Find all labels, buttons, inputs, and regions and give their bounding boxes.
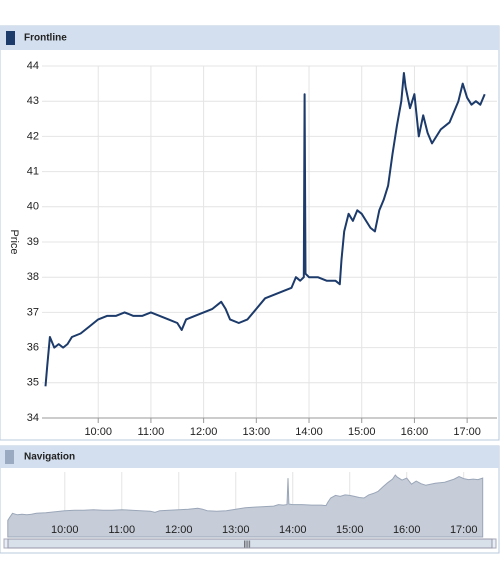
nav-x-tick-label: 16:00 <box>393 524 421 536</box>
panel-header <box>0 26 499 50</box>
nav-x-tick-label: 17:00 <box>450 524 478 536</box>
y-tick-label: 40 <box>27 201 39 213</box>
legend-swatch <box>6 31 15 45</box>
y-tick-label: 38 <box>27 271 39 283</box>
y-axis-label: Price <box>8 229 20 254</box>
x-tick-label: 15:00 <box>348 426 376 438</box>
x-tick-label: 14:00 <box>295 426 323 438</box>
y-tick-label: 43 <box>27 95 39 107</box>
x-tick-label: 13:00 <box>243 426 271 438</box>
y-tick-label: 41 <box>27 166 39 178</box>
scroll-thumb[interactable] <box>7 538 493 549</box>
x-tick-label: 12:00 <box>190 426 218 438</box>
nav-header <box>0 446 499 468</box>
nav-x-tick-label: 13:00 <box>222 524 250 536</box>
nav-x-tick-label: 11:00 <box>108 524 135 536</box>
y-tick-label: 34 <box>27 412 39 424</box>
x-tick-label: 17:00 <box>453 426 481 438</box>
nav-title: Navigation <box>24 452 75 463</box>
nav-area <box>7 474 484 538</box>
y-tick-label: 39 <box>27 236 39 248</box>
nav-x-tick-label: 12:00 <box>165 524 193 536</box>
y-tick-label: 35 <box>27 377 39 389</box>
x-tick-label: 11:00 <box>138 426 165 438</box>
x-tick-label: 16:00 <box>401 426 429 438</box>
main-panel <box>0 25 500 441</box>
y-tick-label: 37 <box>27 306 39 318</box>
y-tick-label: 44 <box>27 60 39 72</box>
nav-x-tick-label: 14:00 <box>279 524 307 536</box>
nav-x-tick-label: 15:00 <box>336 524 364 536</box>
nav-x-tick-label: 10:00 <box>51 524 79 536</box>
x-tick-label: 10:00 <box>84 426 112 438</box>
panel-title: Frontline <box>24 33 67 44</box>
y-tick-label: 36 <box>27 342 39 354</box>
price-line <box>44 72 486 387</box>
nav-swatch <box>5 450 14 464</box>
y-tick-label: 42 <box>27 130 39 142</box>
scroll-grip[interactable]: |||| <box>243 541 250 548</box>
